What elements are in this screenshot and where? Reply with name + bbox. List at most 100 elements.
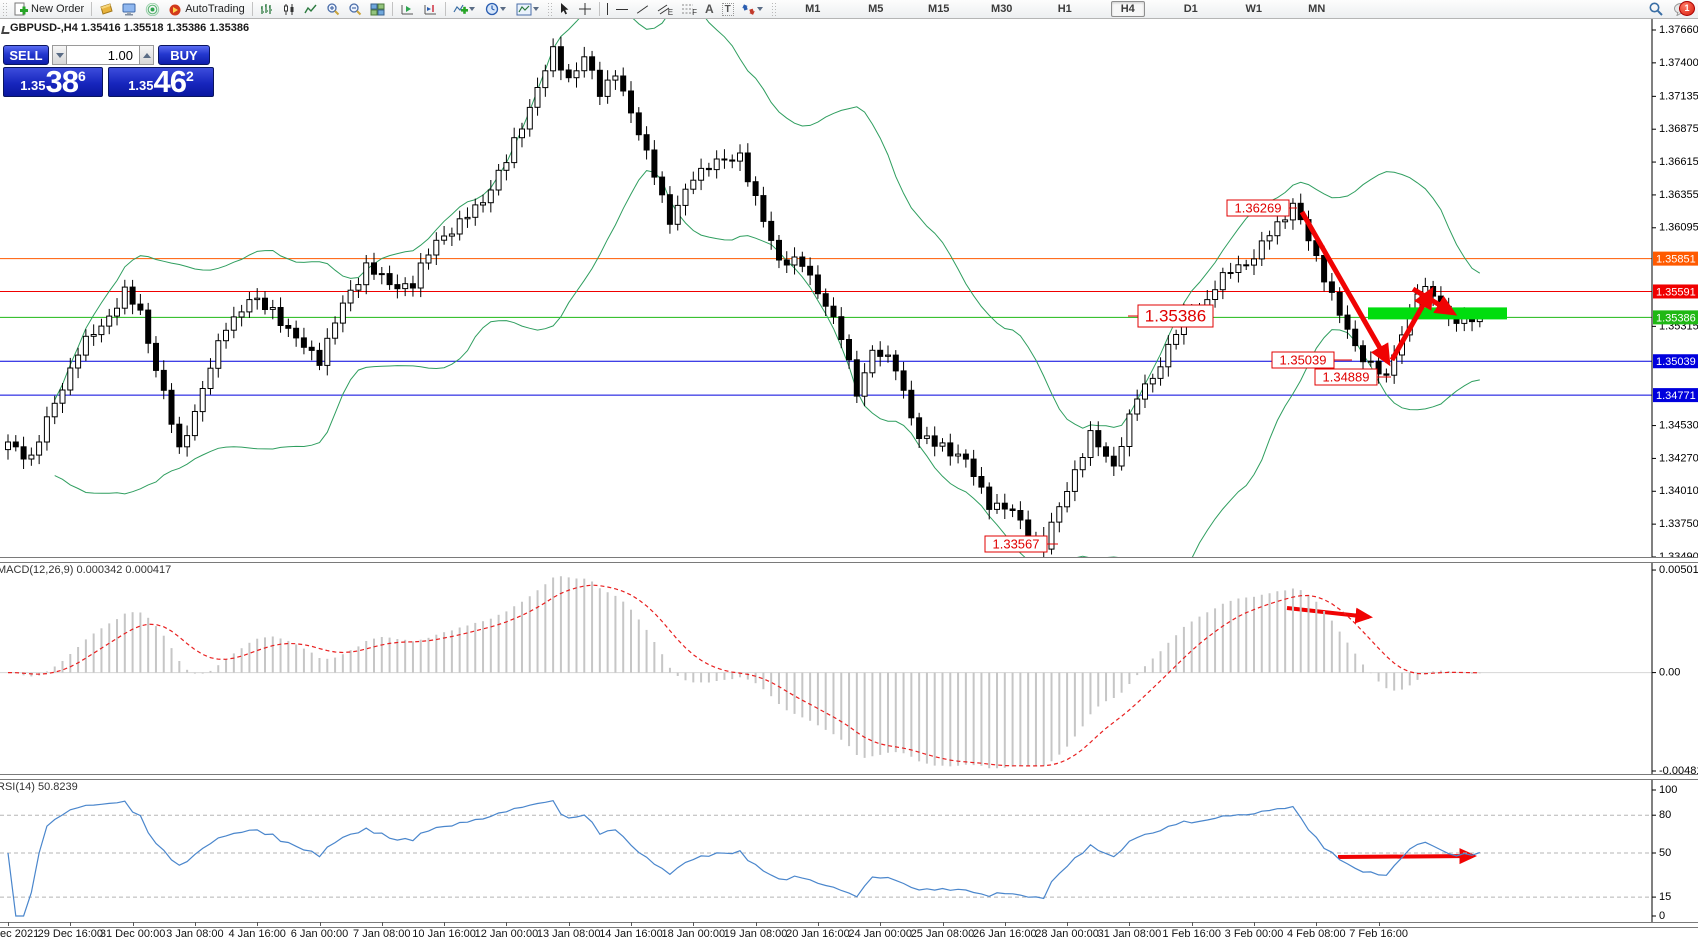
auto-scroll-button[interactable] <box>396 1 419 18</box>
macd-pane[interactable]: 0.005014 0.00 -0.004812 <box>0 561 1698 774</box>
candlestick-icon <box>283 3 294 15</box>
arrows-dropdown-caret[interactable] <box>756 7 763 11</box>
buy-price-panel[interactable]: 1.35 46 2 <box>108 66 214 97</box>
timeframe-m15[interactable]: M15 <box>928 3 950 15</box>
expert-advisors-button[interactable] <box>118 1 141 18</box>
timeframe-w1[interactable]: W1 <box>1245 3 1262 15</box>
sell-price-pip: 6 <box>78 68 86 84</box>
new-order-label: New Order <box>31 3 85 15</box>
toolbar-drag-handle[interactable] <box>2 1 7 17</box>
channel-tool-button[interactable]: E <box>653 1 677 18</box>
line-chart-mode-button[interactable] <box>300 1 322 18</box>
volume-increase-button[interactable] <box>139 45 154 65</box>
templates-button[interactable] <box>512 1 545 18</box>
autotrading-button[interactable]: AutoTrading <box>164 1 249 18</box>
toolbar-drag-handle[interactable] <box>546 1 552 17</box>
bar-chart-mode-button[interactable] <box>256 1 278 18</box>
toolbar-separator <box>91 2 93 16</box>
templates-dropdown-caret[interactable] <box>532 7 539 11</box>
time-axis-label: 26 Jan 16:00 <box>972 928 1037 940</box>
timeframe-mn[interactable]: MN <box>1308 3 1326 15</box>
indicators-dropdown-caret[interactable] <box>468 7 475 11</box>
timeframe-d1[interactable]: D1 <box>1183 3 1198 15</box>
annotation-label-box[interactable] <box>984 535 1048 553</box>
crosshair-icon <box>578 3 591 15</box>
fibonacci-tool-button[interactable]: F <box>677 1 701 18</box>
time-axis-tick <box>1004 922 1006 926</box>
tile-windows-button[interactable] <box>366 1 389 18</box>
signals-button[interactable] <box>141 1 164 18</box>
bollinger-lower-band <box>54 170 1480 557</box>
pane-separator[interactable] <box>0 774 1698 780</box>
indicators-button[interactable] <box>449 1 481 18</box>
timeframe-h1[interactable]: H1 <box>1057 3 1072 15</box>
pane-separator[interactable] <box>0 557 1698 563</box>
time-axis-tick <box>381 922 383 926</box>
volume-decrease-button[interactable] <box>52 45 67 65</box>
time-axis-tick <box>506 922 508 926</box>
search-button[interactable] <box>1644 1 1668 18</box>
time-axis-label: 31 Dec 00:00 <box>99 928 166 940</box>
trend-arrow-annotation[interactable] <box>1299 210 1391 367</box>
sell-button[interactable]: SELL <box>3 45 49 65</box>
annotation-label-text: 1.34889 <box>1323 369 1370 384</box>
periods-button[interactable] <box>481 1 512 18</box>
market-watch-button[interactable] <box>95 1 118 18</box>
rsi-indicator-label: RSI(14) 50.8239 <box>0 781 78 793</box>
horizontal-level-lines[interactable] <box>0 258 1652 396</box>
search-icon <box>1649 2 1663 16</box>
horizontal-line-tool-button[interactable] <box>612 1 632 18</box>
cursor-tool-button[interactable] <box>554 1 574 18</box>
periods-dropdown-caret[interactable] <box>499 7 506 11</box>
fibonacci-icon-letter: F <box>692 7 697 17</box>
trend-arrow-annotation[interactable] <box>1389 286 1434 362</box>
trend-arrow-annotation[interactable] <box>1411 286 1458 316</box>
toolbar-drag-handle[interactable] <box>770 1 776 17</box>
macd-axis[interactable]: 0.005014 0.00 -0.004812 <box>1651 561 1698 774</box>
annotation-label-box[interactable] <box>1226 199 1290 217</box>
time-axis-tick <box>817 922 819 926</box>
chart-shift-button[interactable] <box>419 1 442 18</box>
annotation-label-box[interactable] <box>1314 368 1378 386</box>
rsi-axis[interactable]: 100 80 50 15 0 <box>1651 778 1677 922</box>
timeframe-m30[interactable]: M30 <box>991 3 1013 15</box>
crosshair-tool-button[interactable] <box>574 1 596 18</box>
sell-price-panel[interactable]: 1.35 38 6 <box>3 66 103 97</box>
zoom-in-button[interactable] <box>322 1 344 18</box>
pane-separator <box>0 922 1698 928</box>
bar-chart-icon <box>260 3 272 14</box>
text-label-tool-button[interactable]: T <box>718 1 738 18</box>
timeframe-m1[interactable]: M1 <box>805 3 821 15</box>
arrows-tool-button[interactable] <box>738 1 769 18</box>
volume-input[interactable] <box>67 45 139 65</box>
signals-icon <box>145 2 160 16</box>
trendline-tool-button[interactable] <box>632 1 653 18</box>
time-axis-tick <box>1378 922 1380 926</box>
trend-arrow-annotation[interactable] <box>1337 848 1477 865</box>
candlestick-mode-button[interactable] <box>278 1 300 18</box>
highlight-bar[interactable] <box>1368 307 1507 320</box>
price-axis-level-label <box>1653 310 1698 325</box>
time-axis-label: 31 Jan 08:00 <box>1097 928 1162 940</box>
time-axis-tick <box>70 922 72 926</box>
notifications-button[interactable]: 1 <box>1668 0 1695 18</box>
zoom-out-button[interactable] <box>344 1 366 18</box>
annotation-label-box[interactable] <box>1137 304 1214 328</box>
new-order-button[interactable]: New Order <box>9 1 88 18</box>
trend-arrow-annotation[interactable] <box>1286 606 1373 624</box>
price-axis[interactable]: 1.37660 1.37400 1.37135 1.36875 1.36615 1.363… <box>1651 19 1698 557</box>
price-label-annotations[interactable]: 1.36269 1.35386 1.35039 1.34889 1.33567 <box>984 199 1391 553</box>
buy-button[interactable]: BUY <box>158 45 210 65</box>
text-tool-button[interactable]: A <box>701 1 718 18</box>
timeframe-h4[interactable]: H4 <box>1110 1 1145 17</box>
timeframe-toolbar: M1 M5 M15 M30 H1 H4 D1 W1 MN <box>796 1 1363 17</box>
annotation-label-box[interactable] <box>1271 351 1335 369</box>
price-axis-tick-label: 1.33490 <box>1659 551 1698 557</box>
time-axis-label: 4 Feb 08:00 <box>1286 928 1346 940</box>
rsi-pane[interactable]: 100 80 50 15 0 <box>0 778 1698 922</box>
timeframe-m5[interactable]: M5 <box>868 3 884 15</box>
vertical-line-tool-button[interactable] <box>603 1 612 18</box>
autotrading-icon <box>169 4 181 15</box>
